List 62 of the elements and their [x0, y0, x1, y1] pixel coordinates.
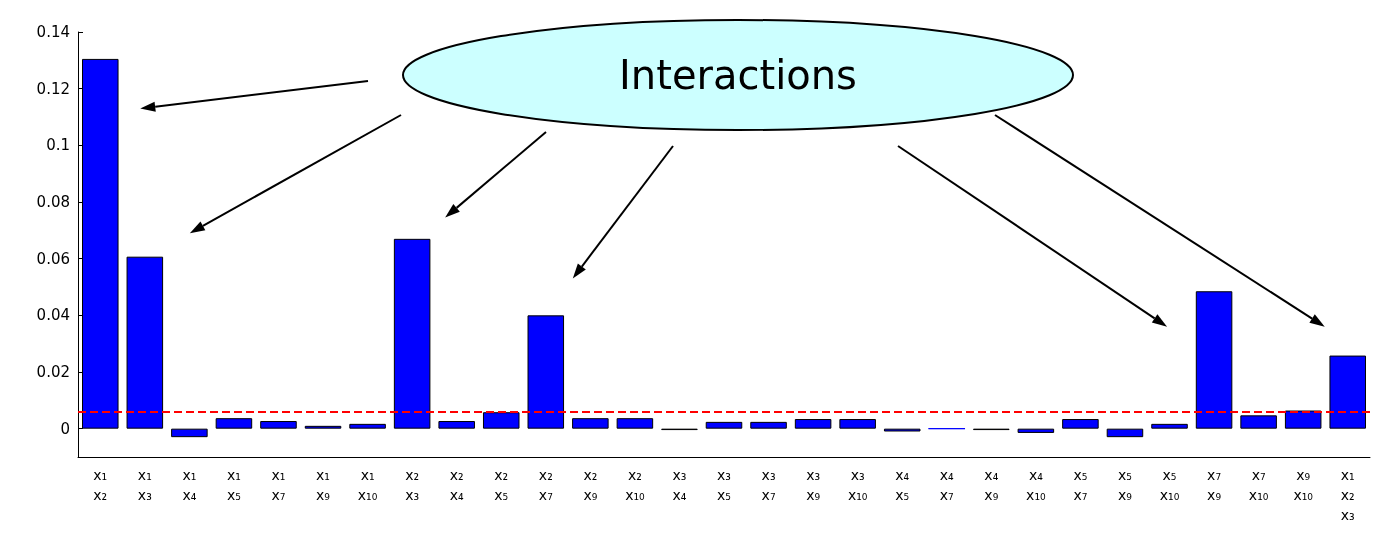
- annotation: Interactions: [619, 52, 857, 98]
- x-tick-label: x₂ x₇: [538, 467, 553, 503]
- x-tick-label: x₃ x₄: [672, 467, 687, 503]
- x-tick-label: x₂ x₁₀: [625, 467, 646, 503]
- bar: [572, 418, 609, 429]
- bar: [393, 238, 431, 429]
- bar: [1106, 428, 1144, 438]
- x-tick-label: x₃ x₅: [717, 467, 731, 503]
- y-tick-label: 0.04: [36, 306, 70, 325]
- y-tick-label: 0.14: [36, 23, 70, 41]
- bar: [1329, 355, 1366, 429]
- x-tick-label: x₂ x₃: [405, 467, 420, 503]
- bar: [349, 423, 386, 429]
- x-tick-label: x₁ x₂ x₃: [1340, 467, 1355, 523]
- x-tick-label: x₁ x₅: [226, 467, 241, 503]
- y-tick-label: 0.02: [36, 363, 70, 381]
- bar: [794, 419, 832, 429]
- bar: [260, 421, 297, 429]
- bar: [438, 421, 475, 429]
- x-tick-label: x₄ x₉: [984, 467, 999, 503]
- x-tick-label: x₁ x₁₀: [357, 467, 378, 503]
- x-tick-label: x₉ x₁₀: [1293, 467, 1314, 503]
- bar: [215, 418, 253, 429]
- x-tick-label: x₁ x₉: [316, 467, 331, 503]
- bar: [705, 421, 743, 429]
- bar: [1240, 415, 1277, 429]
- x-tick-label: x₃ x₉: [806, 467, 821, 503]
- x-tick-label: x₁ x₃: [137, 467, 152, 503]
- x-tick-label: x₇ x₉: [1207, 467, 1222, 503]
- bar: [82, 58, 119, 429]
- x-tick-label: x₅ x₁₀: [1159, 467, 1180, 503]
- x-tick-label: x₄ x₇: [939, 467, 955, 503]
- x-tick-label: x₅ x₉: [1118, 467, 1133, 503]
- bar: [839, 419, 876, 429]
- y-tick-label: 0.08: [36, 193, 70, 211]
- bar: [126, 256, 164, 429]
- bar: [1017, 428, 1055, 433]
- y-tick-label: 0.06: [36, 249, 70, 268]
- x-tick-label: x₇ x₁₀: [1248, 467, 1269, 503]
- x-tick-label: x₁ x₄: [182, 467, 197, 503]
- bar: [750, 421, 787, 429]
- bar: [527, 315, 565, 429]
- bar: [482, 412, 520, 429]
- x-tick-label: x₂ x₅: [494, 467, 509, 503]
- y-tick-label: 0.12: [36, 79, 70, 98]
- bar: [616, 418, 654, 429]
- y-tick-label: 0.1: [46, 136, 70, 155]
- x-tick-label: x₁ x₂: [93, 467, 108, 503]
- bar: [1151, 423, 1188, 429]
- x-tick-label: x₂ x₄: [449, 467, 465, 503]
- bar: [1062, 419, 1099, 429]
- bar: [171, 428, 208, 438]
- x-tick-label: x₄ x₅: [895, 467, 910, 503]
- x-tick-label: x₃ x₁₀: [847, 467, 868, 503]
- x-tick-label: x₅ x₇: [1073, 467, 1088, 503]
- bar: [1195, 291, 1233, 429]
- x-tick-label: x₄ x₁₀: [1026, 467, 1046, 503]
- bar: [1284, 410, 1322, 429]
- x-tick-label: x₁ x₇: [271, 467, 286, 503]
- x-tick-label: x₃ x₇: [761, 467, 776, 503]
- x-tick-label: x₂ x₉: [583, 467, 598, 503]
- y-tick-label: 0: [60, 419, 70, 438]
